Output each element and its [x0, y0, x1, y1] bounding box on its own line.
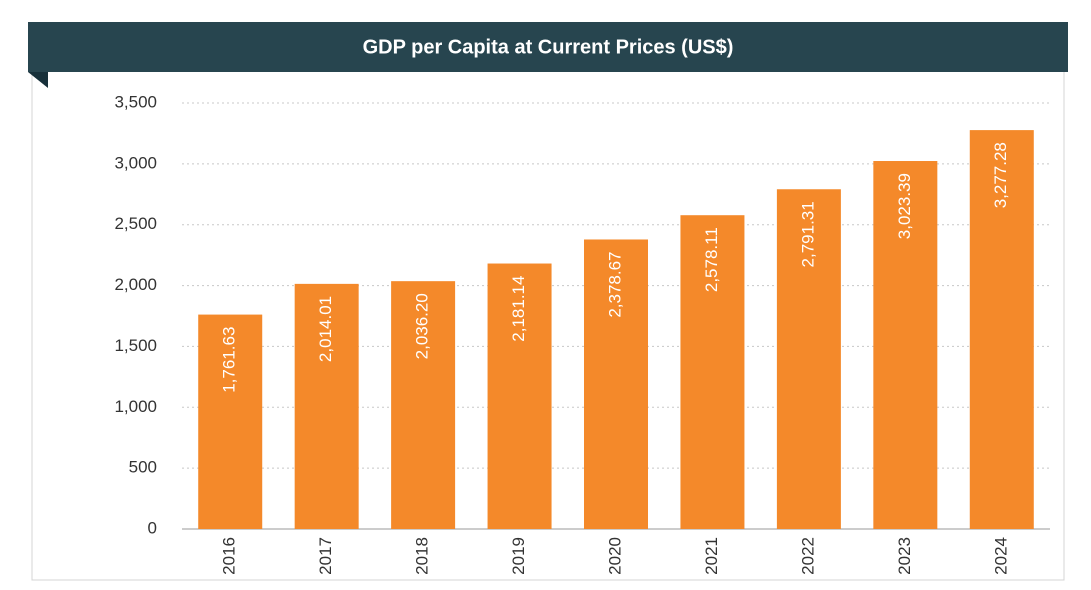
- data-label: 2,791.31: [798, 201, 817, 267]
- y-tick-label: 1,500: [114, 336, 157, 355]
- y-tick-label: 2,500: [114, 214, 157, 233]
- data-label: 2,036.20: [413, 293, 432, 359]
- y-tick-label: 3,000: [114, 153, 157, 172]
- x-tick-label: 2017: [316, 537, 335, 575]
- data-label: 2,378.67: [605, 251, 624, 317]
- y-tick-label: 3,500: [114, 92, 157, 111]
- y-tick-label: 500: [129, 458, 157, 477]
- x-tick-label: 2021: [702, 537, 721, 575]
- y-tick-label: 1,000: [114, 397, 157, 416]
- x-tick-label: 2022: [798, 537, 817, 575]
- x-tick-label: 2019: [509, 537, 528, 575]
- x-tick-label: 2016: [220, 537, 239, 575]
- bar: [680, 215, 745, 529]
- y-tick-label: 2,000: [114, 275, 157, 294]
- banner-fold: [28, 72, 48, 88]
- data-label: 2,578.11: [702, 227, 721, 292]
- data-label: 3,277.28: [991, 142, 1010, 208]
- data-label: 1,761.63: [220, 327, 239, 393]
- bar: [969, 130, 1034, 529]
- x-tick-label: 2024: [991, 537, 1010, 575]
- bar: [584, 239, 648, 529]
- bar: [487, 263, 552, 529]
- bar: [873, 161, 938, 529]
- bar: [294, 283, 359, 529]
- bar: [198, 314, 263, 529]
- data-label: 3,023.39: [895, 173, 914, 239]
- bar: [776, 189, 841, 529]
- data-label: 2,181.14: [509, 276, 528, 342]
- chart-title: GDP per Capita at Current Prices (US$): [363, 36, 734, 58]
- data-label: 2,014.01: [316, 296, 335, 362]
- y-tick-label: 0: [148, 518, 157, 537]
- title-banner: [28, 22, 1068, 72]
- x-tick-label: 2023: [895, 537, 914, 575]
- x-tick-label: 2020: [605, 537, 624, 575]
- x-tick-label: 2018: [413, 537, 432, 575]
- bar: [391, 281, 456, 529]
